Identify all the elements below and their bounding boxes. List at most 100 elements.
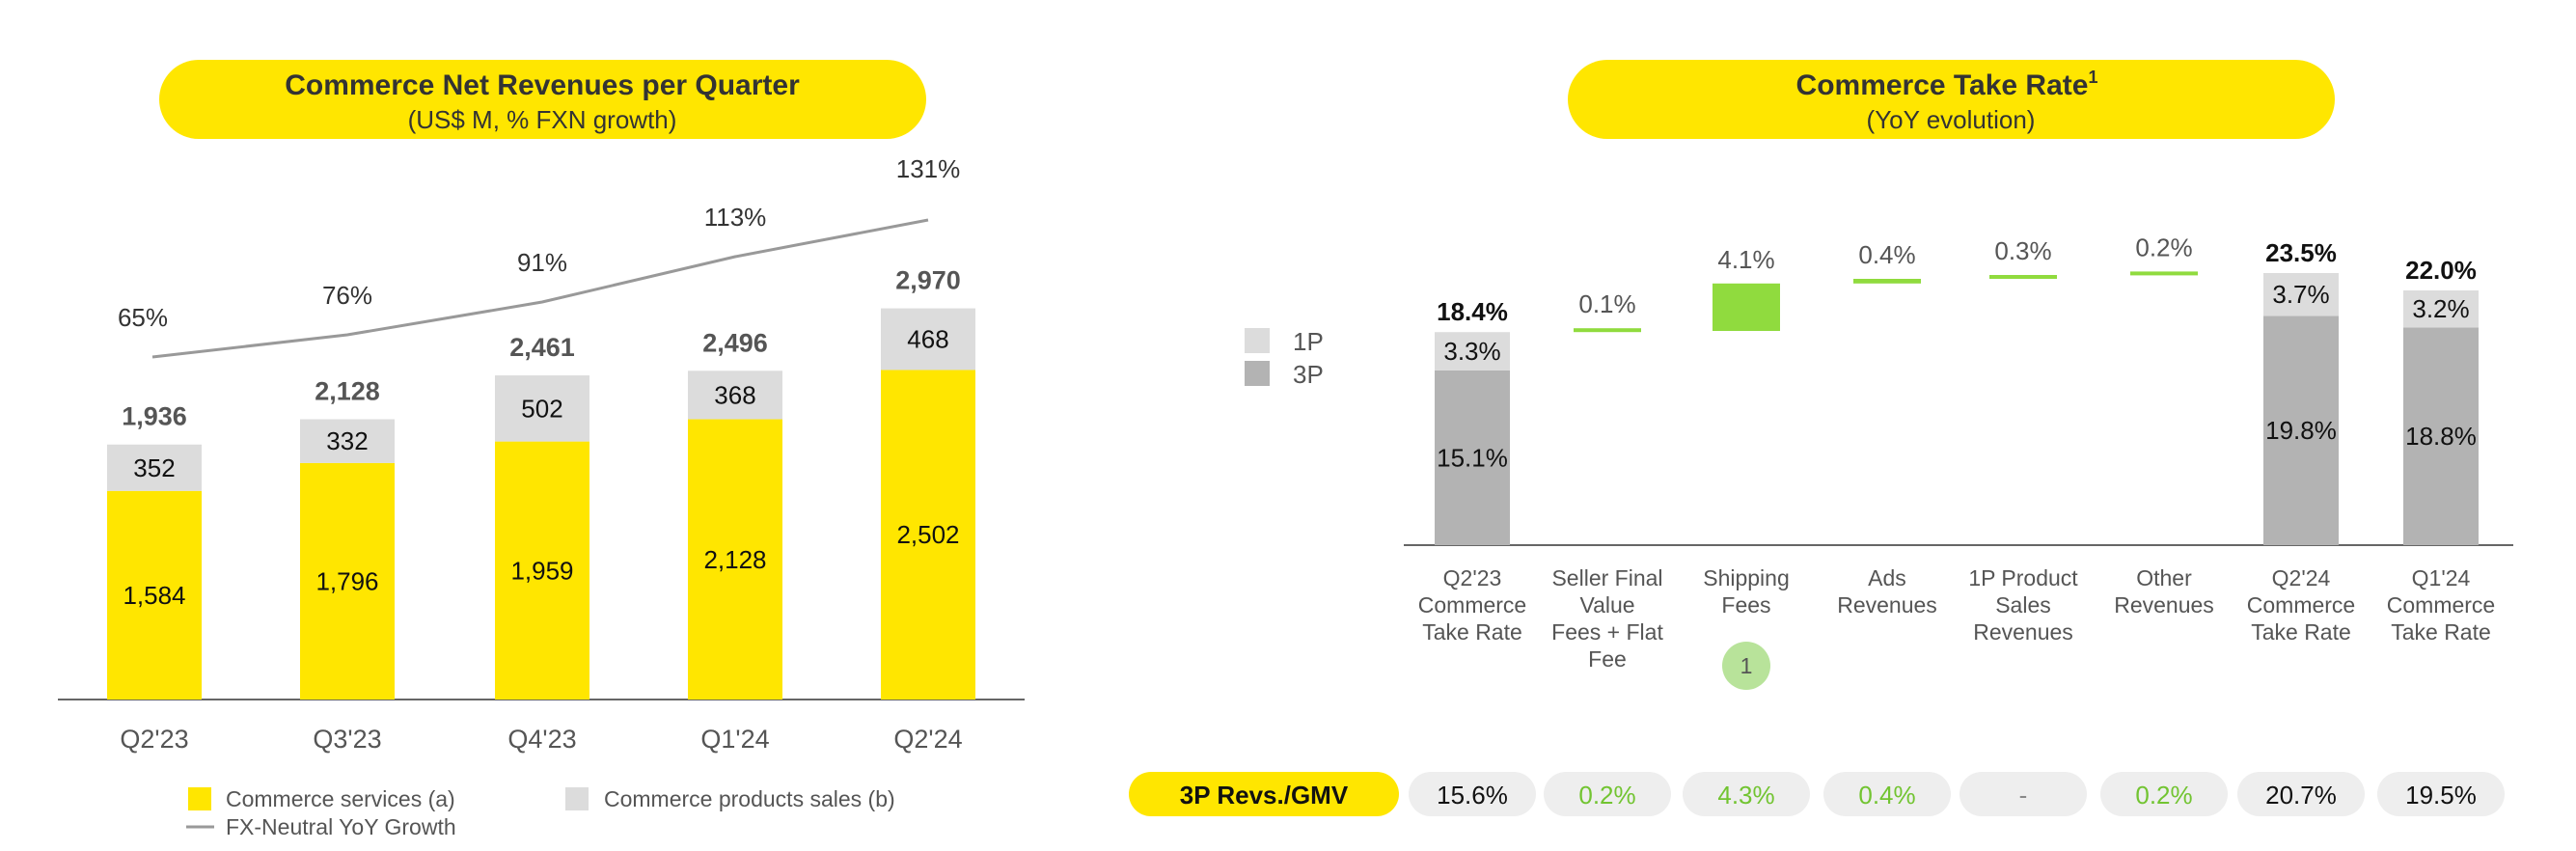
waterfall-bar-1p: [1435, 332, 1510, 371]
x-tick-label: Take Rate: [1422, 619, 1522, 645]
bar-value-label: 3.7%: [2272, 280, 2329, 309]
growth-label: 65%: [118, 303, 168, 332]
revenue-stacked-bar-chart: 1,584 352 1,936 Q2'23 65% 1,796 332 2,128 Q3'23 7…: [58, 154, 1025, 754]
x-tick-label: Commerce: [2247, 592, 2355, 618]
gmv-table-row: 3P Revs./GMV 15.6% 0.2% 4.3% 0.4% - 0.2% 20.7% 1…: [1129, 772, 2505, 816]
x-tick-label: Take Rate: [2391, 619, 2491, 645]
x-tick-label: Shipping: [1703, 565, 1790, 590]
bar-value-label: 1,959: [510, 556, 573, 585]
bar-value-label: 0.2%: [2135, 233, 2192, 261]
left-chart-title: Commerce Net Revenues per Quarter: [285, 69, 800, 101]
x-tick-label: Fees: [1721, 592, 1770, 618]
table-cell-pill: [1409, 772, 1536, 816]
bar-value-label: 3.2%: [2412, 294, 2469, 323]
legend-label: Commerce products sales (b): [604, 786, 895, 811]
growth-label: 131%: [896, 154, 961, 183]
growth-label: 113%: [704, 203, 767, 232]
legend-label: FX-Neutral YoY Growth: [226, 814, 456, 839]
bar-value-label: 1,584: [123, 581, 185, 610]
table-cell-value: 20.7%: [2265, 781, 2337, 810]
table-cell-pill: [2377, 772, 2505, 816]
waterfall-bar-3p: [2263, 316, 2339, 545]
x-tick-label: Q1'24: [700, 725, 769, 754]
bar-value-label: 468: [907, 325, 948, 354]
table-cell-value: -: [2019, 781, 2028, 810]
table-cell-value: 19.5%: [2405, 781, 2477, 810]
table-row-label-pill: [1129, 772, 1399, 816]
waterfall-bar-delta: [1989, 275, 2057, 279]
legend-swatch-commerce-products: [565, 787, 589, 810]
bar-value-label: 4.1%: [1717, 245, 1774, 274]
bar-total-label: 2,970: [895, 266, 961, 295]
growth-label: 91%: [517, 248, 567, 277]
bar-value-label: 2,128: [703, 545, 766, 574]
legend-swatch-1p: [1245, 328, 1270, 353]
bar-value-label: 19.8%: [2265, 416, 2337, 445]
x-tick-label: Q2'23: [120, 725, 188, 754]
legend-swatch-commerce-services: [188, 787, 211, 810]
legend-label: Commerce services (a): [226, 786, 455, 811]
waterfall-bar-delta: [1574, 328, 1641, 333]
x-tick-label: Q2'24: [893, 725, 962, 754]
table-cell-pill: [1959, 772, 2087, 816]
x-tick-label: Q2'23: [1443, 565, 1502, 590]
bar-total-label: 22.0%: [2405, 256, 2477, 285]
growth-line: [151, 218, 929, 359]
x-tick-label: Q3'23: [313, 725, 381, 754]
bar-value-label: 1,796: [315, 566, 378, 595]
x-tick-label: Sales: [1995, 592, 2051, 618]
bar-total-label: 2,496: [702, 328, 768, 357]
bar-segment-commerce-services: [881, 370, 975, 700]
table-cell-value: 4.3%: [1717, 781, 1774, 810]
table-cell-value: 15.6%: [1437, 781, 1508, 810]
table-cell-pill: [1823, 772, 1951, 816]
bar-total-label: 2,461: [509, 333, 575, 362]
bar-segment-commerce-products: [300, 419, 395, 463]
revenue-chart-legend: Commerce services (a) Commerce products s…: [186, 786, 895, 839]
right-chart-subtitle: (YoY evolution): [1867, 105, 2036, 134]
x-tick-label: 1P Product: [1968, 565, 2078, 590]
bar-segment-commerce-products: [495, 375, 589, 442]
bar-value-label: 352: [133, 453, 175, 482]
growth-label: 76%: [322, 281, 372, 310]
x-tick-label: Fee: [1588, 646, 1627, 672]
table-cell-pill: [1544, 772, 1671, 816]
x-tick-label: Fees + Flat: [1551, 619, 1663, 645]
left-title-pill: Commerce Net Revenues per Quarter (US$ M…: [159, 60, 926, 139]
bar-value-label: 0.4%: [1858, 240, 1915, 269]
table-cell-pill: [1683, 772, 1810, 816]
left-chart-subtitle: (US$ M, % FXN growth): [408, 105, 677, 134]
bar-value-label: 368: [714, 380, 755, 409]
bar-value-label: 0.1%: [1578, 289, 1635, 318]
bar-segment-commerce-products: [107, 444, 202, 491]
footnote-marker-label: 1: [1740, 653, 1753, 678]
x-tick-label: Commerce: [2387, 592, 2495, 618]
waterfall-bar-1p: [2403, 290, 2479, 328]
table-cell-value: 0.2%: [2135, 781, 2192, 810]
table-cell-value: 0.4%: [1858, 781, 1915, 810]
bar-value-label: 2,502: [896, 520, 959, 549]
legend-swatch-3p: [1245, 361, 1270, 386]
bar-value-label: 18.8%: [2405, 422, 2477, 451]
bar-segment-commerce-services: [495, 441, 589, 700]
table-cell-value: 0.2%: [1578, 781, 1635, 810]
bar-total-label: 2,128: [315, 377, 380, 406]
table-cell-pill: [2100, 772, 2228, 816]
bar-value-label: 15.1%: [1437, 443, 1508, 472]
bar-total-label: 18.4%: [1437, 297, 1508, 326]
x-tick-label: Commerce: [1418, 592, 1526, 618]
waterfall-bar-delta: [2130, 271, 2198, 276]
legend-label: 3P: [1293, 360, 1324, 389]
bar-segment-commerce-services: [688, 419, 782, 700]
x-tick-label: Q1'24: [2412, 565, 2471, 590]
bar-value-label: 502: [521, 394, 562, 423]
waterfall-bar-delta: [1713, 283, 1780, 331]
x-tick-label: Revenues: [1837, 592, 1937, 618]
x-tick-label: Value: [1579, 592, 1634, 618]
x-tick-label: Q4'23: [507, 725, 576, 754]
waterfall-bar-1p: [2263, 273, 2339, 316]
waterfall-bar-3p: [2403, 327, 2479, 545]
x-tick-label: Q2'24: [2272, 565, 2331, 590]
